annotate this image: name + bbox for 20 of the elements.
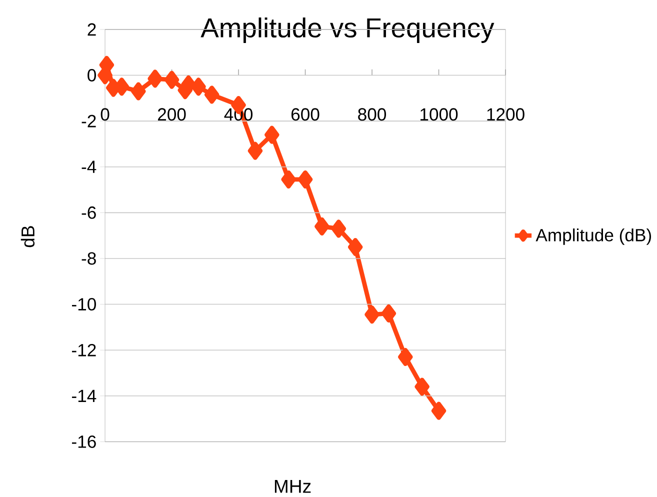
x-tick-label: 1200 [487,108,524,121]
x-tick-label: 1000 [420,108,458,121]
chart-title: Amplitude vs Frequency [200,18,494,44]
y-tick-label: -4 [82,160,96,174]
y-axis-title: dB [20,226,35,248]
y-tick-label: 0 [88,69,96,82]
y-tick-label: -12 [72,344,96,356]
y-tick-label: -2 [82,115,96,128]
y-tick-label: -14 [72,390,96,402]
legend-label: Amplitude (dB) [536,228,651,246]
x-axis-title: MHz [274,480,311,493]
y-tick-label: -10 [72,298,96,311]
y-tick-label: -6 [82,206,96,220]
y-tick-label: -8 [82,252,96,265]
x-tick-label: 800 [358,108,386,121]
y-tick-label: -16 [72,436,96,448]
y-tick-label: 2 [88,23,96,36]
x-tick-label: 200 [158,108,186,121]
x-tick-label: 600 [291,108,320,121]
x-tick-label: 0 [100,108,110,121]
